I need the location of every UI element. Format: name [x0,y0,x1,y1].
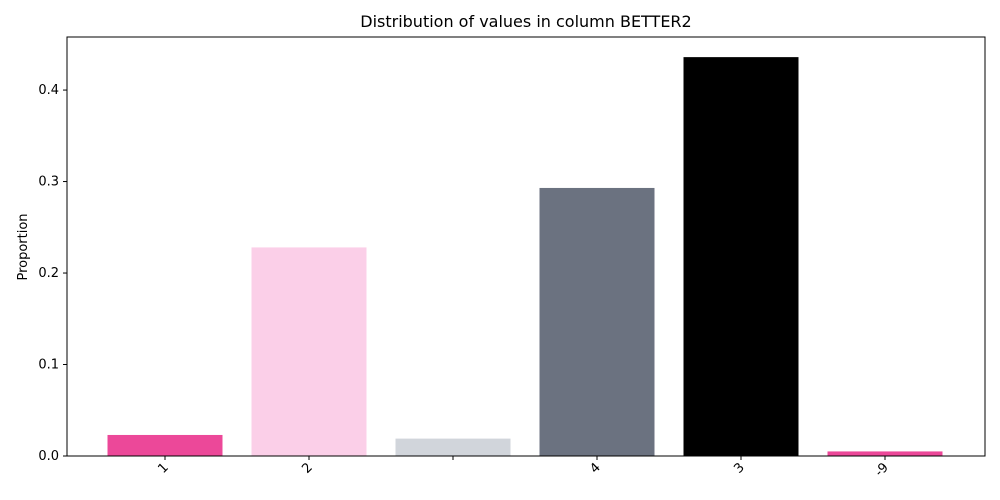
plot-area-frame [66,36,986,457]
x-tick-label-0: 1 [155,460,171,476]
bar-1 [251,247,367,456]
y-tick-label-1: 0.1 [38,358,59,373]
x-axis-ticks: 1 2 4 3 -9 [155,456,892,480]
bars-group [107,57,943,457]
x-tick-label-3: 4 [587,460,603,476]
bar-3 [539,187,655,457]
y-axis-label: Proportion [16,213,31,280]
bar-4 [683,57,799,456]
bar-5 [827,451,943,456]
y-tick-label-2: 0.2 [38,266,59,281]
y-axis-ticks: 0.0 0.1 0.2 0.3 0.4 [38,83,67,464]
y-tick-label-4: 0.4 [38,83,59,98]
y-tick-label-0: 0.0 [38,449,59,464]
bar-2 [395,438,511,456]
chart-title: Distribution of values in column BETTER2 [360,12,691,31]
x-tick-label-1: 2 [299,460,315,476]
x-tick-label-5: -9 [872,460,892,480]
bar-0 [107,434,223,456]
y-tick-label-3: 0.3 [38,175,59,190]
x-tick-label-4: 3 [731,460,747,476]
